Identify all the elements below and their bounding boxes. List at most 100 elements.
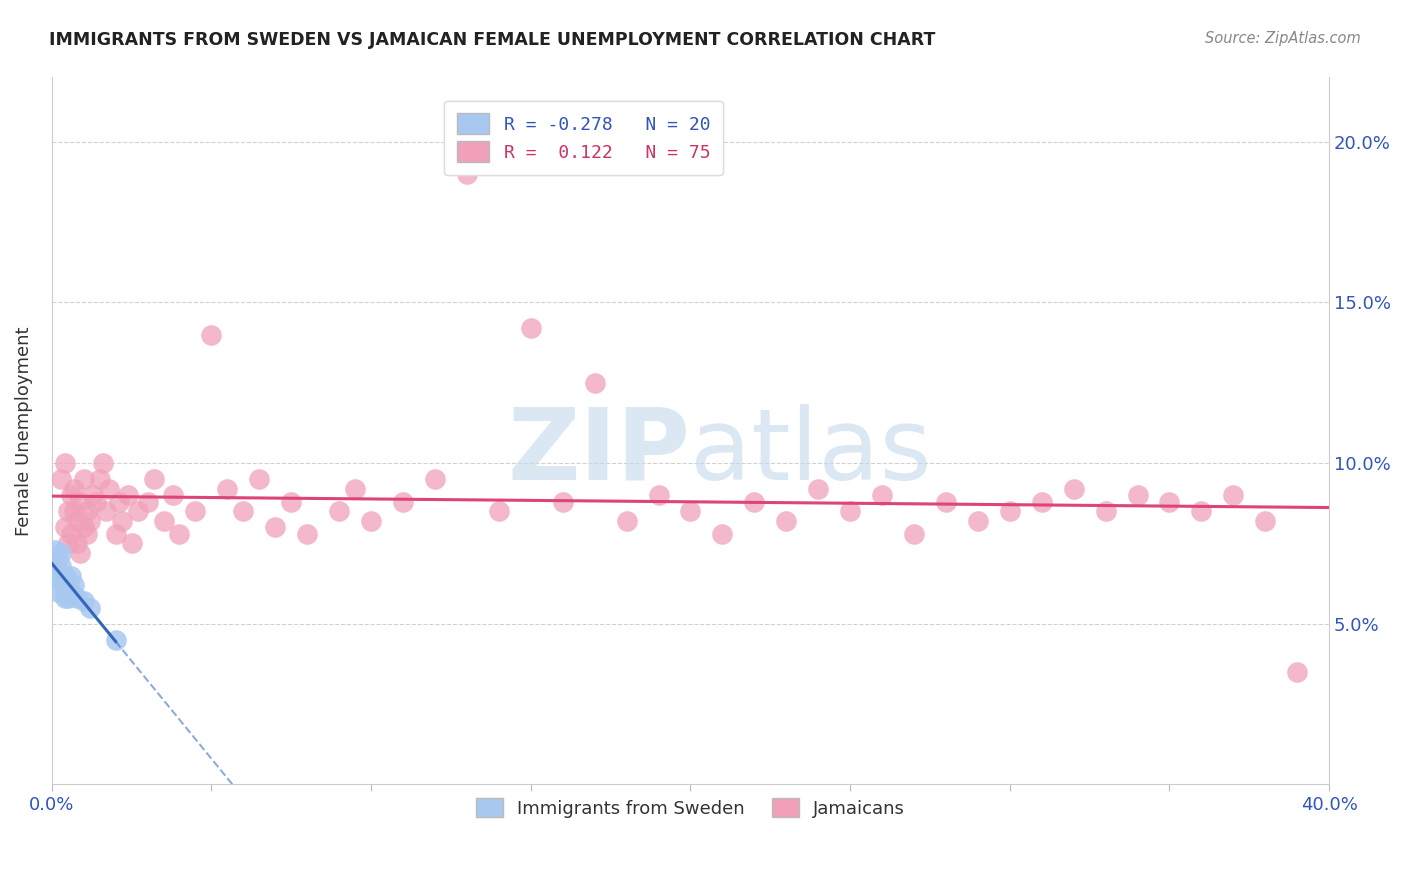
Point bbox=[117, 488, 139, 502]
Point bbox=[46, 568, 69, 582]
Point bbox=[998, 504, 1021, 518]
Point bbox=[56, 504, 79, 518]
Point bbox=[51, 472, 73, 486]
Point bbox=[76, 504, 98, 518]
Point bbox=[1254, 514, 1277, 528]
Point bbox=[328, 504, 350, 518]
Point bbox=[66, 514, 89, 528]
Point bbox=[46, 552, 69, 566]
Point bbox=[82, 488, 104, 502]
Point bbox=[51, 546, 73, 560]
Point bbox=[94, 504, 117, 518]
Point bbox=[121, 536, 143, 550]
Point bbox=[111, 514, 134, 528]
Point bbox=[247, 472, 270, 486]
Point bbox=[264, 520, 287, 534]
Point bbox=[583, 376, 606, 390]
Point bbox=[53, 520, 76, 534]
Point bbox=[91, 456, 114, 470]
Point bbox=[551, 494, 574, 508]
Point bbox=[839, 504, 862, 518]
Point bbox=[711, 526, 734, 541]
Point bbox=[807, 482, 830, 496]
Point bbox=[59, 584, 82, 599]
Text: IMMIGRANTS FROM SWEDEN VS JAMAICAN FEMALE UNEMPLOYMENT CORRELATION CHART: IMMIGRANTS FROM SWEDEN VS JAMAICAN FEMAL… bbox=[49, 31, 935, 49]
Point bbox=[1126, 488, 1149, 502]
Point bbox=[647, 488, 669, 502]
Text: ZIP: ZIP bbox=[508, 404, 690, 500]
Point bbox=[98, 482, 121, 496]
Point bbox=[56, 536, 79, 550]
Point bbox=[73, 472, 96, 486]
Point bbox=[127, 504, 149, 518]
Point bbox=[870, 488, 893, 502]
Point bbox=[966, 514, 988, 528]
Point bbox=[69, 546, 91, 560]
Point bbox=[89, 472, 111, 486]
Point bbox=[53, 568, 76, 582]
Point bbox=[53, 591, 76, 605]
Point bbox=[63, 504, 86, 518]
Point bbox=[73, 520, 96, 534]
Point bbox=[73, 594, 96, 608]
Point bbox=[51, 574, 73, 589]
Text: atlas: atlas bbox=[690, 404, 932, 500]
Point bbox=[742, 494, 765, 508]
Point bbox=[1094, 504, 1116, 518]
Point bbox=[200, 327, 222, 342]
Point bbox=[297, 526, 319, 541]
Point bbox=[679, 504, 702, 518]
Point bbox=[59, 488, 82, 502]
Point bbox=[423, 472, 446, 486]
Point bbox=[69, 494, 91, 508]
Point bbox=[1159, 494, 1181, 508]
Point bbox=[56, 574, 79, 589]
Point bbox=[59, 568, 82, 582]
Point bbox=[169, 526, 191, 541]
Point bbox=[59, 526, 82, 541]
Point bbox=[392, 494, 415, 508]
Point bbox=[44, 542, 66, 557]
Point bbox=[344, 482, 367, 496]
Point bbox=[162, 488, 184, 502]
Point bbox=[79, 600, 101, 615]
Point bbox=[775, 514, 797, 528]
Point bbox=[1063, 482, 1085, 496]
Point bbox=[935, 494, 957, 508]
Point bbox=[44, 558, 66, 573]
Point bbox=[488, 504, 510, 518]
Point bbox=[280, 494, 302, 508]
Point bbox=[232, 504, 254, 518]
Point bbox=[1286, 665, 1309, 679]
Point bbox=[66, 591, 89, 605]
Point bbox=[46, 584, 69, 599]
Point bbox=[184, 504, 207, 518]
Point bbox=[108, 494, 131, 508]
Point bbox=[63, 482, 86, 496]
Point bbox=[616, 514, 638, 528]
Y-axis label: Female Unemployment: Female Unemployment bbox=[15, 326, 32, 536]
Point bbox=[520, 321, 543, 335]
Point bbox=[53, 456, 76, 470]
Point bbox=[104, 632, 127, 647]
Point bbox=[136, 494, 159, 508]
Legend: Immigrants from Sweden, Jamaicans: Immigrants from Sweden, Jamaicans bbox=[468, 791, 912, 825]
Point bbox=[217, 482, 239, 496]
Point bbox=[51, 558, 73, 573]
Point bbox=[456, 167, 478, 181]
Point bbox=[152, 514, 174, 528]
Point bbox=[360, 514, 382, 528]
Point bbox=[86, 494, 108, 508]
Point bbox=[104, 526, 127, 541]
Point bbox=[66, 536, 89, 550]
Point bbox=[1031, 494, 1053, 508]
Point bbox=[142, 472, 165, 486]
Point bbox=[79, 514, 101, 528]
Point bbox=[63, 578, 86, 592]
Point bbox=[903, 526, 925, 541]
Point bbox=[53, 584, 76, 599]
Point bbox=[1189, 504, 1212, 518]
Point bbox=[76, 526, 98, 541]
Point bbox=[56, 591, 79, 605]
Text: Source: ZipAtlas.com: Source: ZipAtlas.com bbox=[1205, 31, 1361, 46]
